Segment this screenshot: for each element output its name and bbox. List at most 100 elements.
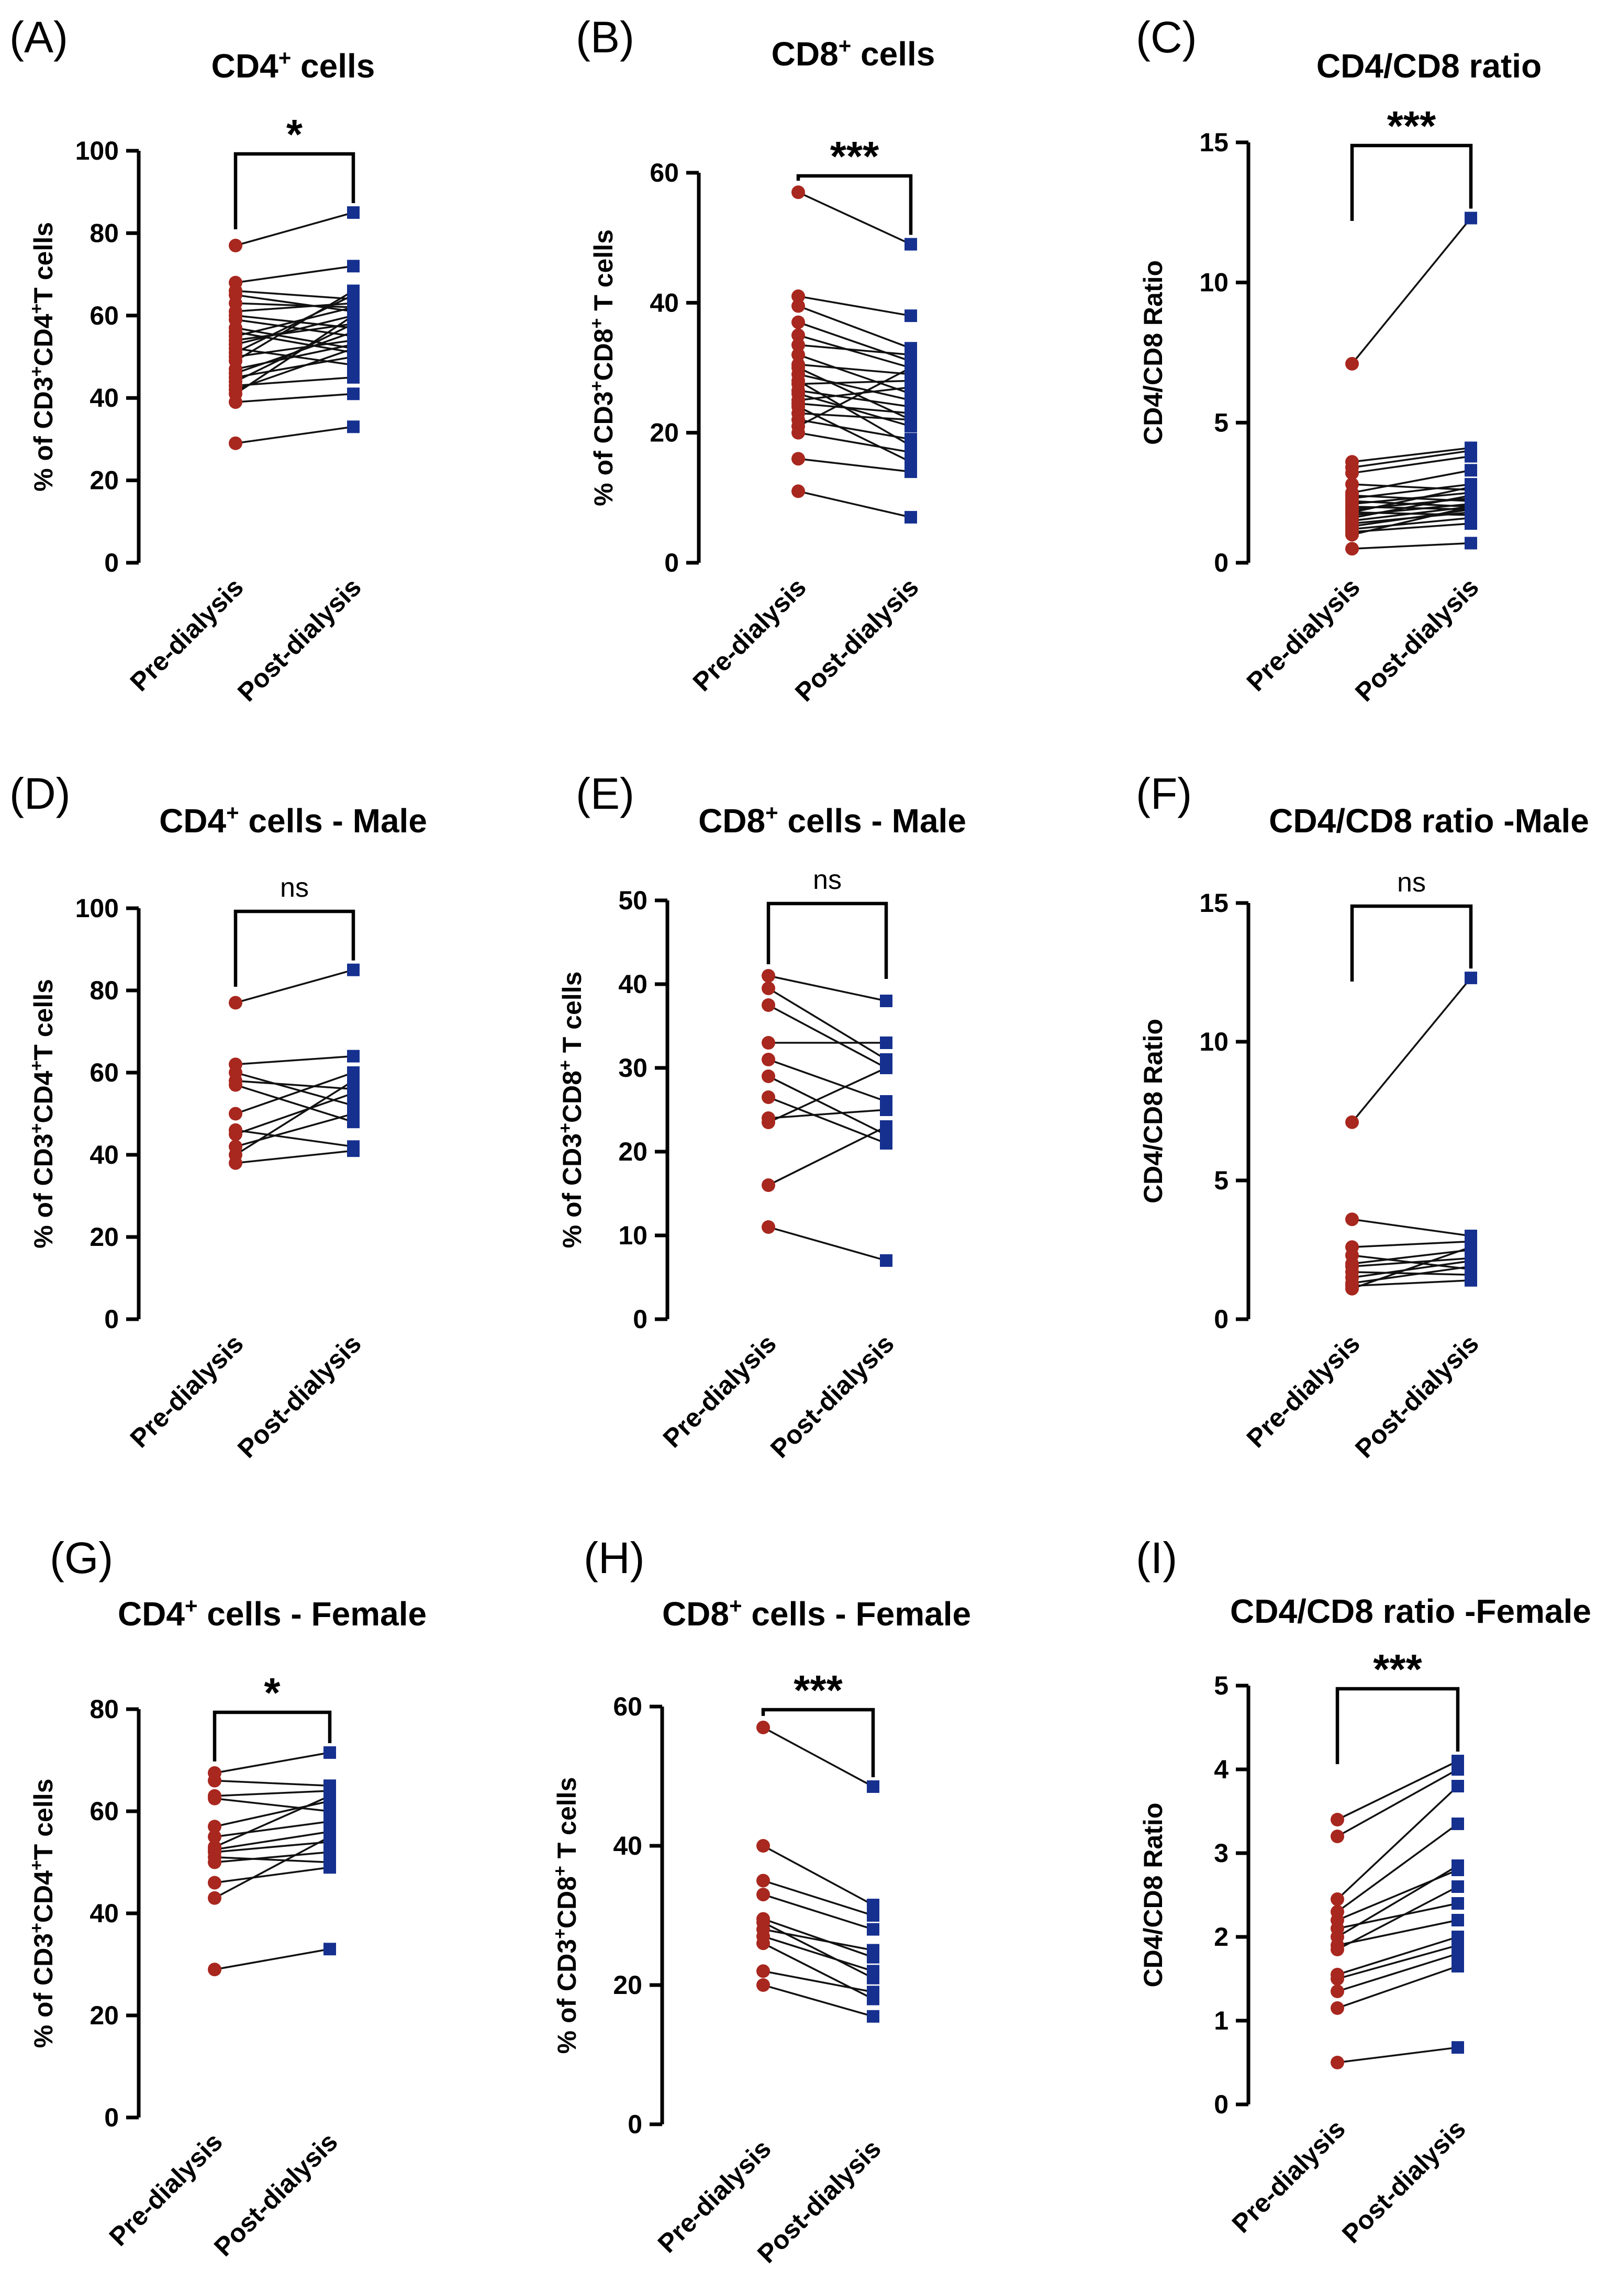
pair-line bbox=[1352, 450, 1471, 469]
pair-line bbox=[235, 343, 354, 370]
pair-line bbox=[763, 1726, 874, 1788]
pair-line bbox=[798, 305, 911, 349]
pair-line bbox=[1352, 455, 1471, 474]
significance-label: * bbox=[264, 1669, 281, 1716]
point-post-dialysis bbox=[1465, 211, 1477, 225]
y-tick-label: 20 bbox=[90, 1222, 119, 1252]
point-post-dialysis bbox=[347, 420, 360, 433]
point-pre-dialysis bbox=[1345, 1212, 1359, 1227]
point-post-dialysis bbox=[867, 1965, 879, 1978]
pair-line bbox=[798, 419, 911, 440]
point-pre-dialysis bbox=[229, 436, 242, 450]
point-post-dialysis bbox=[347, 206, 360, 219]
pair-line bbox=[763, 1928, 874, 1952]
y-tick-label: 0 bbox=[628, 2110, 642, 2139]
category-label-pre: Pre-dialysis bbox=[125, 1329, 249, 1453]
y-tick-label: 60 bbox=[650, 158, 679, 187]
pair-line bbox=[1337, 1760, 1458, 1821]
pair-line bbox=[763, 1845, 874, 1906]
pair-line bbox=[1352, 506, 1471, 522]
pair-line bbox=[1352, 1240, 1471, 1248]
point-pre-dialysis bbox=[756, 1964, 770, 1978]
point-post-dialysis bbox=[1465, 1241, 1477, 1254]
pair-line bbox=[798, 366, 911, 427]
pair-line bbox=[798, 431, 911, 453]
y-tick-label: 60 bbox=[613, 1692, 642, 1721]
point-pre-dialysis bbox=[762, 1178, 775, 1192]
chart-panel-6: (F) CD4/CD8 ratio -Male 0 5 10 15 CD4/CD8 Rati… bbox=[1136, 769, 1589, 1464]
y-tick-label: 40 bbox=[650, 288, 679, 317]
point-post-dialysis bbox=[905, 309, 917, 322]
pair-line bbox=[768, 1058, 887, 1102]
point-pre-dialysis bbox=[1331, 1972, 1344, 1986]
pair-line bbox=[214, 1779, 330, 1787]
y-axis-label: CD4/CD8 Ratio bbox=[1138, 1019, 1168, 1203]
point-post-dialysis bbox=[880, 1120, 892, 1133]
point-pre-dialysis bbox=[229, 1127, 242, 1141]
pair-line bbox=[214, 1820, 330, 1838]
significance-label: *** bbox=[1373, 1646, 1422, 1692]
pair-line bbox=[214, 1856, 330, 1864]
point-post-dialysis bbox=[1465, 450, 1477, 463]
point-pre-dialysis bbox=[756, 1874, 770, 1888]
pair-line bbox=[1352, 517, 1471, 530]
point-post-dialysis bbox=[1451, 1880, 1464, 1893]
point-pre-dialysis bbox=[229, 1156, 242, 1170]
pair-line bbox=[798, 458, 911, 473]
point-post-dialysis bbox=[880, 1062, 892, 1074]
pair-line bbox=[798, 295, 911, 317]
pair-line bbox=[763, 1893, 874, 1931]
pair-line bbox=[235, 393, 354, 403]
pair-line bbox=[768, 1075, 887, 1136]
panel-label: (G) bbox=[50, 1533, 113, 1582]
y-tick-label: 80 bbox=[90, 976, 119, 1005]
pair-line bbox=[235, 1072, 354, 1115]
pair-line bbox=[1337, 2046, 1458, 2064]
point-pre-dialysis bbox=[208, 1774, 221, 1788]
pair-line bbox=[1337, 1865, 1458, 1938]
pair-line bbox=[798, 380, 911, 385]
point-post-dialysis bbox=[347, 342, 360, 355]
point-post-dialysis bbox=[1465, 972, 1477, 985]
pair-line bbox=[763, 1918, 874, 1958]
pair-line bbox=[1352, 1246, 1471, 1290]
pair-line bbox=[235, 1055, 354, 1066]
point-pre-dialysis bbox=[1331, 1830, 1344, 1843]
point-post-dialysis bbox=[867, 1780, 879, 1793]
point-post-dialysis bbox=[880, 1104, 892, 1116]
pair-line bbox=[1352, 494, 1471, 519]
point-pre-dialysis bbox=[1331, 1943, 1344, 1956]
significance-label: ns bbox=[813, 865, 842, 895]
category-label-pre: Pre-dialysis bbox=[657, 1329, 782, 1453]
chart-title: CD8+ cells - Female bbox=[662, 1593, 971, 1633]
point-post-dialysis bbox=[1451, 1897, 1464, 1910]
category-label-pre: Pre-dialysis bbox=[1241, 1329, 1366, 1453]
significance-label: * bbox=[286, 111, 303, 158]
y-tick-label: 20 bbox=[650, 418, 679, 448]
significance-bracket bbox=[1350, 143, 1473, 221]
point-post-dialysis bbox=[347, 309, 360, 322]
significance-label: ns bbox=[280, 873, 309, 903]
y-tick-label: 3 bbox=[1214, 1838, 1229, 1868]
point-pre-dialysis bbox=[208, 1963, 221, 1977]
point-post-dialysis bbox=[1451, 1763, 1464, 1776]
significance-bracket bbox=[796, 174, 913, 235]
y-tick-label: 40 bbox=[613, 1831, 642, 1860]
y-axis-label: % of CD3+CD4+T cells bbox=[27, 979, 58, 1249]
point-pre-dialysis bbox=[1345, 1281, 1359, 1296]
y-tick-label: 80 bbox=[90, 1695, 119, 1724]
y-tick-label: 40 bbox=[90, 1899, 119, 1928]
point-post-dialysis bbox=[905, 511, 917, 524]
panel-label: (F) bbox=[1136, 769, 1192, 818]
y-tick-label: 20 bbox=[90, 466, 119, 495]
y-tick-label: 2 bbox=[1214, 1922, 1229, 1952]
panel-label: (B) bbox=[576, 13, 634, 62]
significance-bracket bbox=[766, 901, 888, 979]
y-tick-label: 100 bbox=[75, 136, 119, 165]
pair-line bbox=[1352, 506, 1471, 536]
category-label-pre: Pre-dialysis bbox=[104, 2127, 228, 2252]
chart-panel-3: (C) CD4/CD8 ratio 0 5 10 15 CD4/CD8 Ratio Pre-d… bbox=[1136, 13, 1542, 707]
category-label-post: Post-dialysis bbox=[1336, 2114, 1471, 2249]
category-label-pre: Pre-dialysis bbox=[687, 572, 812, 697]
point-pre-dialysis bbox=[229, 1107, 242, 1121]
